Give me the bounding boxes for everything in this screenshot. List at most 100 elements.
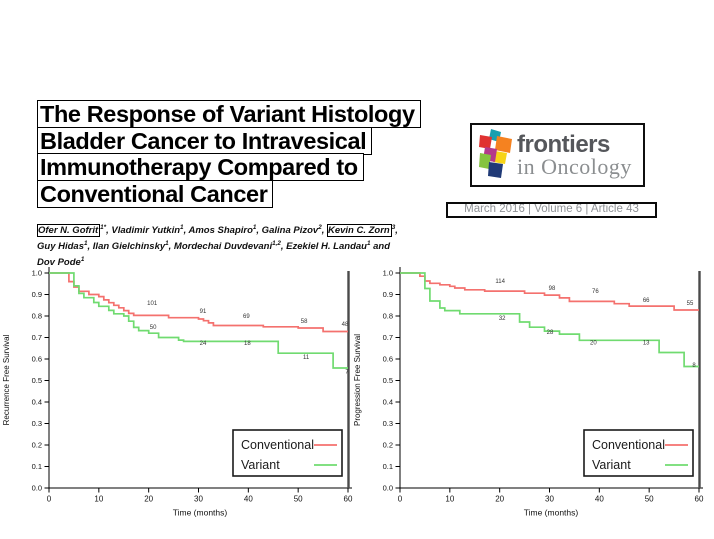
frontiers-logo: frontiers in Oncology <box>470 123 645 187</box>
km-chart-svg: 0.0 0.1 0.2 0.3 0.4 0.5 0.6 0.7 0.8 0.9 1.0 0 10 20 30… <box>2 267 353 518</box>
x-tick-label: 40 <box>244 495 253 504</box>
y-tick-label: 0.3 <box>32 419 42 428</box>
author-text: , Ilan Gielchinsky <box>87 241 166 253</box>
x-tick-label: 30 <box>194 495 203 504</box>
y-tick-label: 0.4 <box>383 398 393 407</box>
paper-title-line: Bladder Cancer to Intravesical <box>37 126 373 155</box>
y-axis-title: Progression Free Survival <box>353 334 362 426</box>
affiliation-superscript: 1,2 <box>272 240 281 248</box>
at-risk-count: 8 <box>692 363 696 369</box>
affiliation-superscript: 2 <box>318 224 322 231</box>
x-tick-label: 40 <box>595 495 604 504</box>
author-text: , Mordechai Duvdevani <box>168 241 273 253</box>
legend-box <box>232 429 343 477</box>
x-tick-label: 60 <box>695 495 704 504</box>
x-tick-label: 50 <box>294 495 303 504</box>
y-tick-label: 0.7 <box>383 333 393 342</box>
at-risk-count: 69 <box>243 314 250 320</box>
y-tick-label: 0.0 <box>383 484 393 493</box>
affiliation-superscript: 3 <box>391 224 396 231</box>
at-risk-count: 7 <box>345 369 349 375</box>
legend-box <box>583 429 694 477</box>
at-risk-count: 114 <box>495 279 505 285</box>
author-text: , Amos Shapiro <box>183 225 253 237</box>
y-tick-label: 0.8 <box>383 312 393 321</box>
recurrence-free-survival-chart: 0.0 0.1 0.2 0.3 0.4 0.5 0.6 0.7 0.8 0.9 1.0 0 10 20 30… <box>0 258 362 534</box>
x-tick-label: 20 <box>495 495 504 504</box>
at-risk-count: 32 <box>499 316 506 322</box>
x-tick-label: 20 <box>144 495 153 504</box>
paper-title-line: Conventional Cancer <box>37 179 274 208</box>
paper-title-line: Immunotherapy Compared to <box>37 153 364 181</box>
legend-label: Variant <box>592 458 631 472</box>
progression-free-survival-chart: 0.0 0.1 0.2 0.3 0.4 0.5 0.6 0.7 0.8 0.9 1.0 0 10 20 30… <box>351 258 713 534</box>
journal-name: frontiers in Oncology <box>517 130 632 179</box>
affiliation-superscript: 1 <box>84 240 88 248</box>
y-tick-label: 0.6 <box>383 355 393 364</box>
km-curve-conventional <box>49 272 348 333</box>
y-axis-title: Recurrence Free Survival <box>2 334 11 425</box>
journal-name-bottom: in Oncology <box>517 153 632 179</box>
x-tick-label: 10 <box>94 495 103 504</box>
y-tick-label: 0.6 <box>32 355 42 364</box>
y-tick-label: 0.2 <box>32 441 42 450</box>
y-tick-label: 0.5 <box>32 376 42 385</box>
author-text: Dov Pode <box>37 257 81 269</box>
at-risk-count: 18 <box>244 341 251 347</box>
at-risk-count: 11 <box>303 355 310 361</box>
author-name-boxed: Ofer N. Gofrit <box>37 224 101 238</box>
x-tick-label: 30 <box>545 495 554 504</box>
y-tick-label: 0.9 <box>32 290 42 299</box>
at-risk-count: 66 <box>643 298 650 304</box>
x-tick-label: 50 <box>645 495 654 504</box>
journal-name-top: frontiers <box>517 130 610 158</box>
y-tick-label: 0.0 <box>32 484 42 493</box>
y-tick-label: 0.4 <box>32 398 42 407</box>
y-tick-label: 0.1 <box>32 462 42 471</box>
x-tick-label: 60 <box>344 495 353 504</box>
legend-label: Conventional <box>241 438 314 452</box>
x-axis-title: Time (months) <box>173 508 228 518</box>
affiliation-superscript: 1 <box>80 256 85 264</box>
paper-title: The Response of Variant Histology Bladde… <box>37 100 421 208</box>
km-curve-variant <box>49 272 348 369</box>
y-tick-label: 1.0 <box>32 269 42 278</box>
km-curve-conventional <box>400 272 699 311</box>
y-tick-label: 0.8 <box>32 312 42 321</box>
author-name-boxed: Kevin C. Zorn <box>326 224 392 238</box>
y-tick-label: 0.2 <box>383 441 393 450</box>
at-risk-count: 58 <box>301 319 308 325</box>
paper-title-line: The Response of Variant Histology <box>37 100 421 128</box>
y-tick-label: 0.7 <box>32 333 42 342</box>
at-risk-count: 20 <box>590 340 597 346</box>
issue-info: March 2016 | Volume 6 | Article 43 <box>446 202 657 218</box>
x-tick-label: 0 <box>398 495 403 504</box>
affiliation-superscript: 1 <box>180 224 184 231</box>
at-risk-count: 98 <box>549 286 556 292</box>
x-tick-label: 10 <box>445 495 454 504</box>
author-text: , <box>395 225 398 237</box>
at-risk-count: 55 <box>687 301 694 307</box>
at-risk-count: 76 <box>592 289 599 295</box>
at-risk-count: 13 <box>643 340 650 346</box>
frontiers-cubes-icon <box>479 129 512 178</box>
y-tick-label: 0.5 <box>383 376 393 385</box>
author-text: and <box>370 241 391 253</box>
km-curve-variant <box>400 272 699 368</box>
author-line: Guy Hidas1, Ilan Gielchinsky1, Mordechai… <box>37 237 447 253</box>
km-chart-svg: 0.0 0.1 0.2 0.3 0.4 0.5 0.6 0.7 0.8 0.9 1.0 0 10 20 30… <box>353 267 704 518</box>
affiliation-superscript: 1 <box>366 240 371 248</box>
legend-label: Conventional <box>592 438 665 452</box>
x-tick-label: 0 <box>47 495 52 504</box>
author-text: Guy Hidas <box>37 241 84 253</box>
at-risk-count: 24 <box>200 341 207 347</box>
author-text: , Galina Pizov <box>256 225 319 237</box>
y-tick-label: 0.1 <box>383 462 393 471</box>
at-risk-count: 48 <box>342 322 349 328</box>
at-risk-count: 50 <box>150 325 157 331</box>
at-risk-count: 28 <box>547 330 554 336</box>
affiliation-superscript: 1 <box>252 224 257 231</box>
author-line: Ofer N. Gofrit 1*, Vladimir Yutkin1, Amos… <box>37 221 447 238</box>
y-tick-label: 0.3 <box>383 419 393 428</box>
at-risk-count: 91 <box>200 309 207 315</box>
